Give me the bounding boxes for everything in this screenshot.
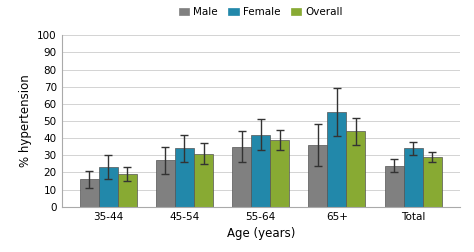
Bar xyxy=(80,179,99,207)
Bar xyxy=(251,135,270,207)
Bar xyxy=(328,112,346,207)
Bar xyxy=(308,145,328,207)
Bar xyxy=(423,157,442,207)
Bar xyxy=(156,160,175,207)
Bar xyxy=(194,153,213,207)
Bar xyxy=(346,131,365,207)
Bar xyxy=(118,174,137,207)
Legend: Male, Female, Overall: Male, Female, Overall xyxy=(174,3,347,21)
Bar xyxy=(403,148,423,207)
Bar xyxy=(384,166,403,207)
Bar xyxy=(270,140,289,207)
Bar xyxy=(175,148,194,207)
Bar xyxy=(99,167,118,207)
X-axis label: Age (years): Age (years) xyxy=(227,227,295,240)
Bar xyxy=(232,147,251,207)
Y-axis label: % hypertension: % hypertension xyxy=(18,75,32,167)
